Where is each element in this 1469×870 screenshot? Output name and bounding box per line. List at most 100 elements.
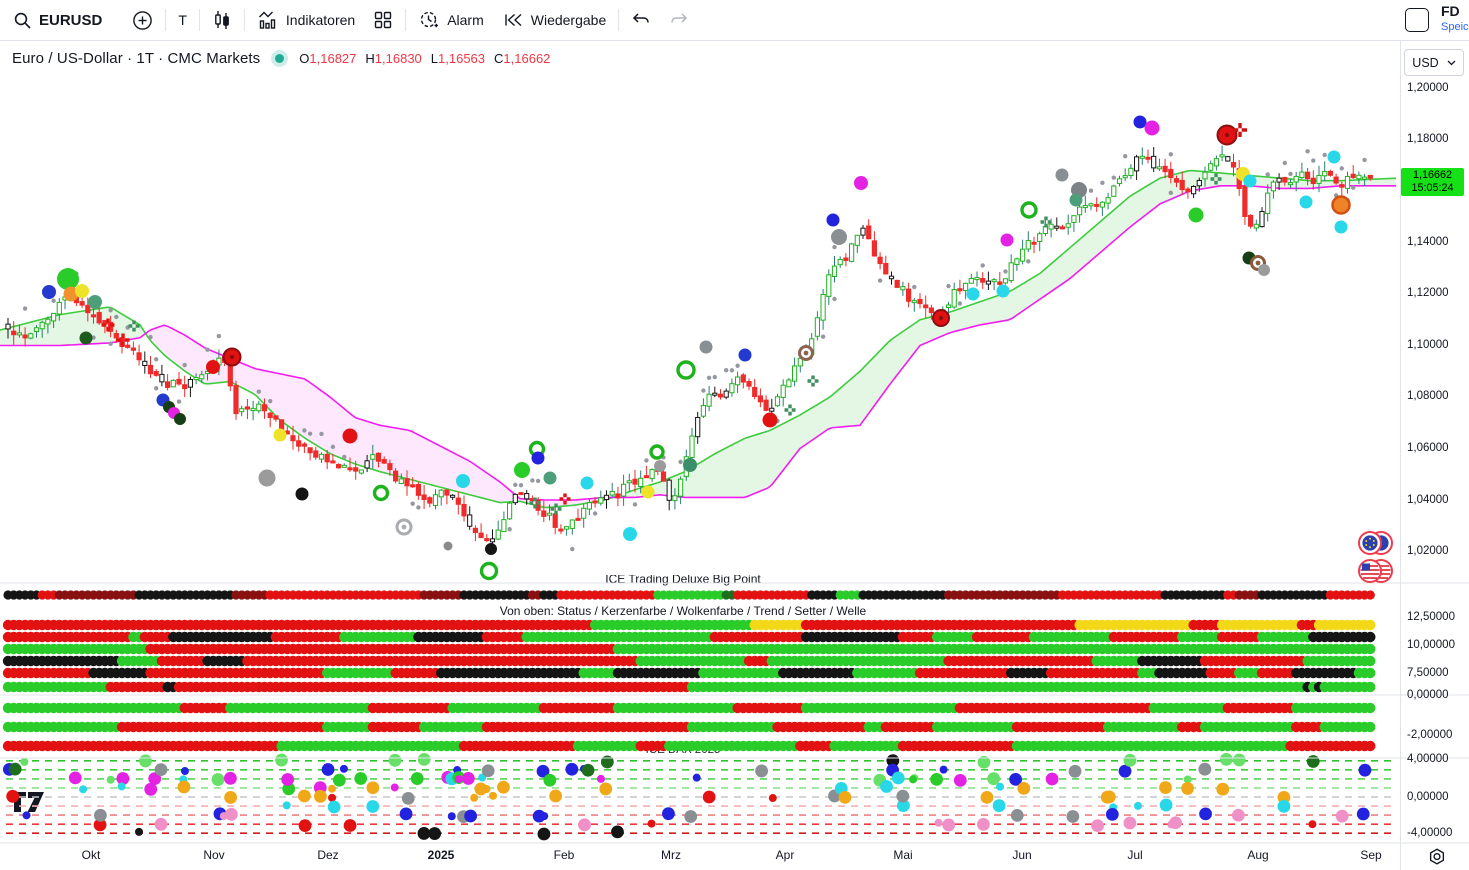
signal-dot (762, 412, 778, 428)
candle-body (1305, 171, 1311, 180)
signal-gray-dot (712, 374, 717, 380)
signal-dot (75, 284, 89, 298)
panel2-legend: Von oben: Status / Kerzenfarbe / Wolkenf… (499, 604, 867, 618)
eu-flag-icon (1358, 531, 1393, 555)
signal-dot (514, 462, 530, 478)
undo-icon (633, 13, 649, 23)
indicators-button[interactable]: Indikatoren (248, 4, 364, 36)
candle-body (678, 478, 684, 497)
chart-style-button[interactable] (203, 4, 241, 36)
candle-body (980, 278, 986, 283)
candle-body (330, 460, 336, 464)
signal-dot (1069, 193, 1083, 207)
signal-gray-dot (570, 546, 575, 552)
candle-body (193, 377, 199, 381)
alarm-clock-icon (420, 11, 439, 28)
candle-body (1356, 174, 1362, 180)
undo-button[interactable] (622, 4, 660, 36)
signal-dot (531, 451, 545, 465)
candle-body (1219, 154, 1225, 158)
candle-body (1111, 185, 1117, 197)
candle-body (79, 301, 85, 306)
candle-body (649, 469, 655, 480)
axis-settings-gear-icon[interactable] (1426, 847, 1448, 867)
save-button[interactable]: Speichern (1441, 20, 1469, 33)
candle-body (603, 494, 610, 501)
candle-body (900, 286, 906, 291)
candle-body (1128, 167, 1134, 176)
signal-gray-dot (154, 357, 159, 362)
candle-body (28, 333, 34, 339)
currency-dropdown[interactable]: USD (1404, 49, 1464, 76)
signal-ring (1020, 201, 1038, 219)
candle-body (370, 454, 376, 460)
signal-gray-dot (330, 444, 336, 450)
candle-body (324, 453, 330, 463)
candle-body (415, 483, 421, 496)
account-label: FD (1441, 3, 1460, 19)
candle-body (541, 510, 547, 517)
candle-body (826, 274, 832, 297)
signal-gray-dot (1305, 149, 1310, 154)
layout-select-icon[interactable] (1405, 8, 1429, 32)
redo-button[interactable] (660, 4, 698, 36)
candle-body (1105, 197, 1111, 204)
signal-gray-dot (256, 389, 261, 394)
candle-body (945, 304, 952, 308)
compare-add-button[interactable] (123, 4, 162, 36)
candle-body (1168, 168, 1174, 179)
signal-gray-dot (724, 367, 729, 373)
signal-gray-dot (342, 454, 347, 460)
cloud-fill (616, 170, 1396, 498)
signal-dot (273, 428, 287, 442)
candle-body (626, 480, 632, 484)
candle-body (615, 493, 621, 499)
candle-body (1116, 178, 1123, 185)
oscillator-scatter (2, 752, 1372, 841)
candle-body (187, 378, 194, 388)
signal-dot (63, 286, 79, 302)
indicator-dot-row-kerzenfarbe (2, 619, 1376, 631)
alert-label: Alarm (447, 12, 484, 28)
chart-legend[interactable]: Euro / US-Dollar · 1T · CMC Markets O1,1… (12, 50, 550, 67)
price-axis-label: 1,10000 (1407, 339, 1449, 351)
indicator-axis-label: 0,00000 (1407, 791, 1449, 803)
candle-body (871, 240, 877, 257)
signal-plus (101, 318, 115, 332)
symbol-search-button[interactable]: EURUSD (4, 4, 111, 36)
signal-gray-dot (832, 296, 837, 302)
replay-button[interactable]: Wiedergabe (493, 4, 616, 36)
candle-body (45, 318, 51, 325)
candle-body (888, 275, 895, 280)
month-label: Mrz (661, 848, 681, 862)
candle-body (575, 517, 581, 521)
signal-gray-dot (302, 428, 307, 433)
candle-body (1048, 223, 1054, 230)
layout-grid-button[interactable] (364, 4, 402, 36)
interval-button[interactable]: T (169, 4, 196, 36)
candle-body (478, 532, 484, 539)
signal-gray-dot (1123, 153, 1128, 159)
market-status-dot[interactable] (275, 54, 285, 63)
candle-body (672, 495, 678, 502)
candle-body (985, 280, 991, 285)
candle-body (774, 396, 781, 407)
indicator-dot-row-setter (2, 655, 1376, 667)
signal-orange (1331, 195, 1351, 215)
candle-body (1213, 158, 1220, 167)
candle-body (660, 471, 667, 482)
signal-gray-dot (108, 341, 113, 346)
signal-gray-dot (535, 478, 541, 484)
symbol-title: Euro / US-Dollar · 1T · CMC Markets (12, 50, 261, 67)
candle-body (170, 379, 176, 388)
candle-body (1185, 188, 1191, 193)
candle-body (398, 478, 404, 484)
price-axis-label: 1,14000 (1407, 236, 1449, 248)
signal-gray-dot (148, 334, 153, 340)
us-flag-icon (1358, 559, 1393, 583)
alert-button[interactable]: Alarm (409, 4, 493, 36)
candle-body (592, 500, 598, 504)
candlestick-icon (215, 11, 229, 29)
